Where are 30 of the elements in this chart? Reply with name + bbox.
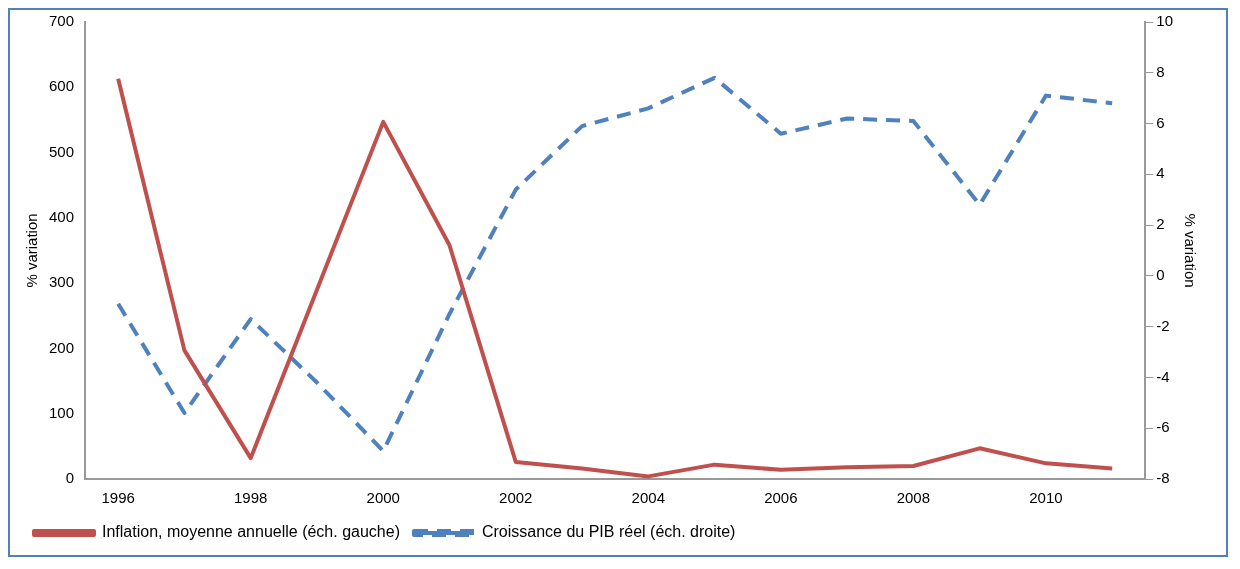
x-tick-label: 1996 [101, 489, 135, 507]
y-tick-label: 200 [49, 338, 75, 356]
y2-tick-label: 4 [1156, 164, 1165, 182]
y-tick-label: 500 [49, 142, 75, 160]
y2-tick-label: 6 [1156, 113, 1165, 131]
x-tick-label: 1998 [234, 489, 268, 507]
y-axis-title: % variation [23, 213, 41, 288]
y2-tick-label: 8 [1156, 62, 1165, 80]
x-tick-label: 2000 [366, 489, 400, 507]
legend-label: Croissance du PIB réel (éch. droite) [481, 523, 736, 541]
y-tick-label: 100 [49, 403, 75, 421]
y2-tick-label: 10 [1156, 12, 1173, 30]
y2-tick-label: -2 [1156, 316, 1170, 334]
y2-tick-label: -8 [1156, 469, 1170, 487]
y-tick-label: 700 [49, 12, 75, 30]
legend-label: Inflation, moyenne annuelle (éch. gauche) [102, 523, 400, 541]
y-tick-label: 300 [49, 273, 75, 291]
x-tick-label: 2006 [764, 489, 798, 507]
y2-axis-title: % variation [1181, 213, 1199, 288]
y2-tick-label: 2 [1156, 215, 1165, 233]
y2-tick-label: 0 [1156, 266, 1165, 284]
x-tick-label: 2008 [896, 489, 931, 507]
y-tick-label: 0 [65, 469, 75, 487]
x-tick-label: 2004 [631, 489, 665, 507]
y2-tick-label: -4 [1156, 367, 1170, 385]
y-tick-label: 400 [49, 208, 75, 225]
y-tick-label: 600 [49, 77, 75, 95]
x-tick-label: 2002 [499, 489, 533, 507]
x-tick-label: 2010 [1029, 489, 1063, 507]
y2-tick-label: -6 [1156, 418, 1170, 436]
